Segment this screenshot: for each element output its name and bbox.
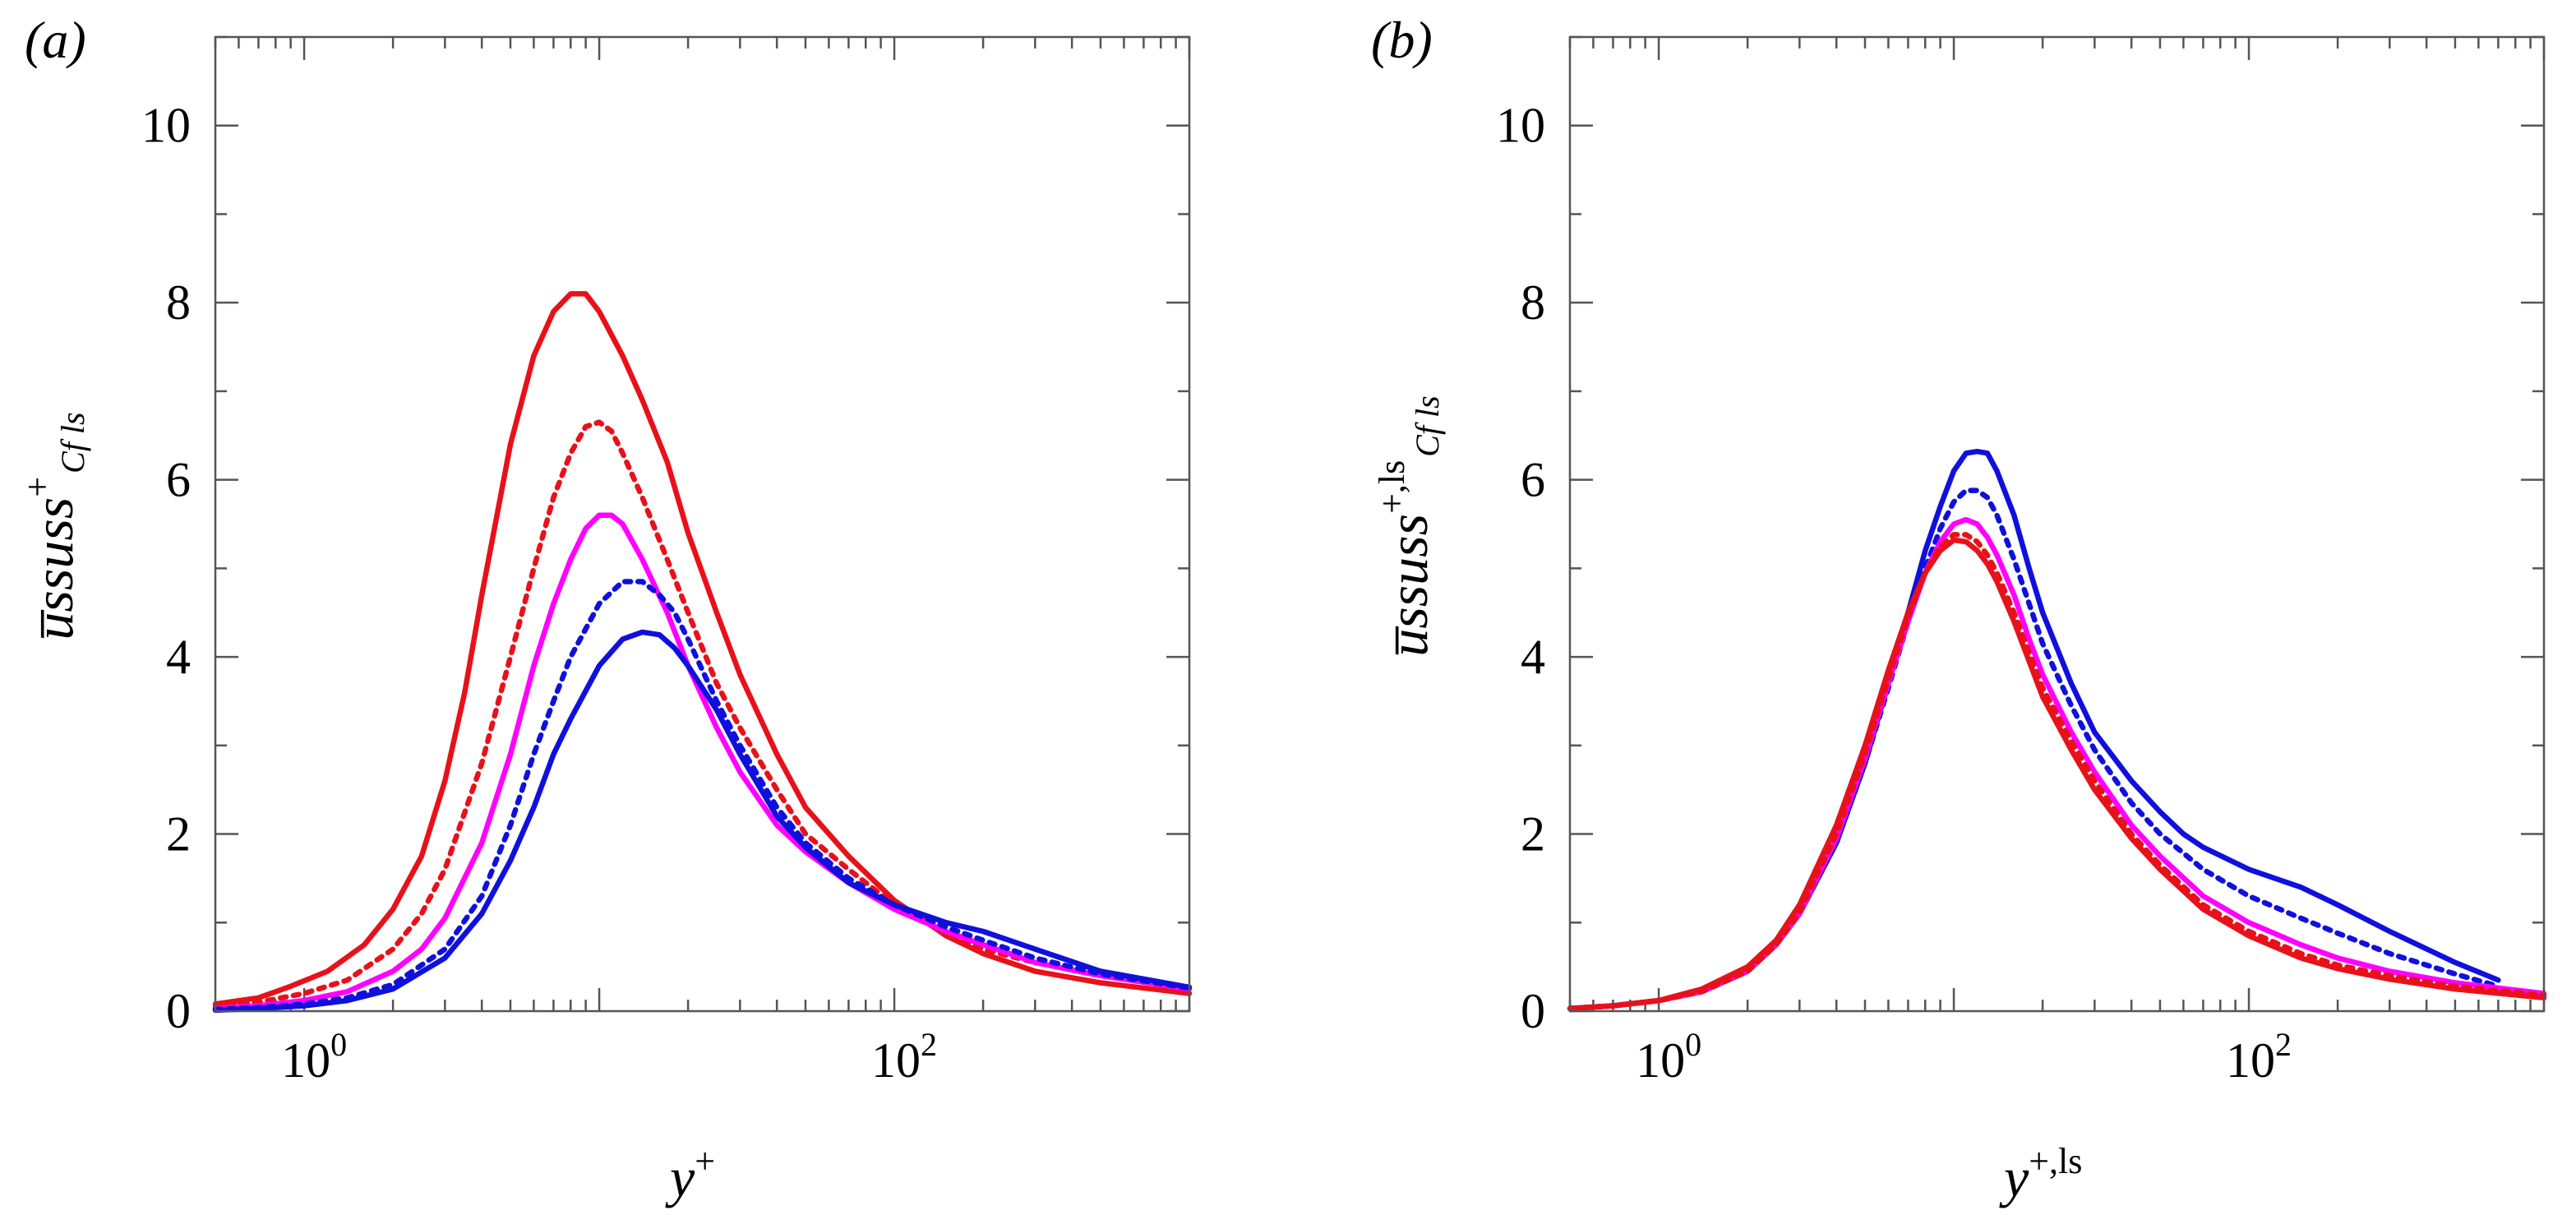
y-axis-label-sup: + — [17, 477, 58, 497]
x-tick-label-base: 10 — [281, 1033, 330, 1088]
y-tick-label: 4 — [166, 630, 191, 684]
x-tick-label-base: 10 — [1636, 1033, 1685, 1088]
x-tick-label-exp: 0 — [330, 1026, 347, 1063]
y-axis-label-sub: Cf ls — [54, 412, 91, 473]
x-axis-label-main: y — [1999, 1146, 2029, 1208]
y-tick-label: 4 — [1521, 630, 1545, 684]
series-layer — [212, 291, 1193, 1014]
y-tick-label: 8 — [166, 275, 191, 330]
y-tick-label: 10 — [141, 99, 191, 153]
y-axis-label-main: u̅ssuss — [22, 497, 85, 640]
y-tick-label: 6 — [1521, 453, 1545, 507]
y-tick-label: 2 — [166, 807, 191, 862]
series-layer — [1567, 448, 2547, 1012]
series-blue-solid — [212, 629, 1193, 1014]
x-axis-label-main: y — [665, 1146, 695, 1208]
series-red-solid — [1567, 537, 2547, 1012]
y-tick-label: 10 — [1496, 99, 1545, 153]
x-tick-label-exp: 0 — [1685, 1026, 1701, 1063]
x-tick-label: 102 — [871, 1026, 937, 1088]
x-axis-label: y+,ls — [1999, 1141, 2082, 1208]
series-red-dotted — [212, 419, 1193, 1009]
axis-ticks — [214, 35, 1191, 1013]
series-red-solid — [212, 291, 1193, 1007]
x-axis-label-sup: +,ls — [2029, 1141, 2082, 1181]
x-axis-label-sup: + — [695, 1141, 715, 1181]
x-tick-label-base: 10 — [2226, 1033, 2275, 1088]
x-axis-label: y+ — [665, 1141, 715, 1208]
x-tick-label: 100 — [281, 1026, 347, 1088]
plot-frame — [1568, 35, 2546, 1013]
y-axis-label: u̅ssuss+ Cf ls — [17, 412, 91, 640]
y-tick-label: 6 — [166, 453, 191, 507]
panel-label: (b) — [1371, 11, 1433, 69]
y-axis-label-main: u̅ssuss — [1377, 514, 1439, 657]
x-tick-label-exp: 2 — [921, 1026, 937, 1063]
y-tick-label: 0 — [1521, 984, 1545, 1038]
panel-label: (a) — [25, 11, 86, 69]
y-axis-label: u̅ssuss+,ls Cf ls — [1372, 395, 1446, 657]
series-red-dotted — [1567, 532, 2547, 1012]
x-tick-label-exp: 2 — [2275, 1026, 2292, 1063]
series-blue-solid — [1567, 448, 2501, 1012]
y-axis-label-sup: +,ls — [1372, 460, 1412, 514]
series-magenta-solid — [212, 512, 1193, 1012]
y-axis-label-sub: Cf ls — [1409, 395, 1446, 456]
y-tick-label: 2 — [1521, 807, 1545, 862]
plot-frame — [214, 35, 1191, 1013]
y-tick-label: 8 — [1521, 275, 1545, 330]
x-tick-label-base: 10 — [871, 1033, 921, 1088]
series-blue-dotted — [1567, 487, 2501, 1012]
x-tick-label: 102 — [2226, 1026, 2292, 1088]
axis-ticks — [1568, 35, 2546, 1013]
x-tick-label: 100 — [1636, 1026, 1701, 1088]
y-tick-label: 0 — [166, 984, 191, 1038]
